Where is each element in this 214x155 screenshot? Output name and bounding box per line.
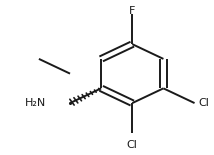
Text: F: F	[129, 6, 135, 16]
Text: H₂N: H₂N	[25, 98, 46, 108]
Text: Cl: Cl	[198, 98, 209, 108]
Text: Cl: Cl	[127, 140, 138, 150]
